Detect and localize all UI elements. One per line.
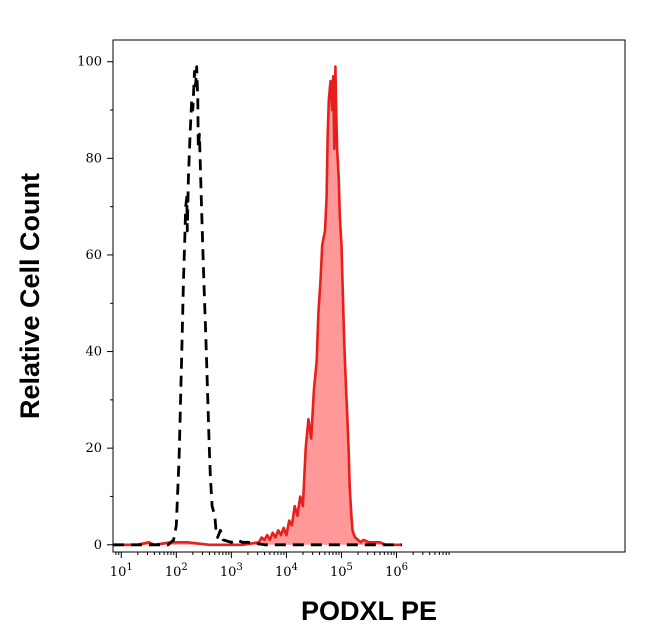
y-tick-label-3: 60 — [85, 248, 102, 263]
x-tick-label-1: 102 — [165, 562, 188, 580]
x-axis-title: PODXL PE — [301, 596, 437, 626]
x-tick-label-5: 106 — [385, 562, 408, 580]
y-tick-label-0: 0 — [94, 538, 102, 553]
x-tick-label-2: 103 — [220, 562, 243, 580]
series-1-area — [113, 66, 402, 545]
x-tick-label-3: 104 — [275, 562, 298, 580]
x-tick-label-4: 105 — [330, 562, 353, 580]
y-tick-label-4: 80 — [85, 151, 102, 166]
y-tick-label-2: 40 — [85, 345, 102, 360]
axis-layer: 0 20 40 60 80 100 101 102 103 104 105 106 — [77, 55, 450, 580]
series-1-line — [113, 65, 402, 547]
series-layer — [113, 65, 402, 547]
y-tick-label-1: 20 — [85, 441, 102, 456]
series-0-line — [113, 65, 402, 547]
x-tick-label-0: 101 — [110, 562, 133, 580]
y-tick-label-5: 100 — [77, 55, 102, 70]
plot-frame — [112, 39, 626, 553]
y-axis-title: Relative Cell Count — [15, 173, 45, 419]
